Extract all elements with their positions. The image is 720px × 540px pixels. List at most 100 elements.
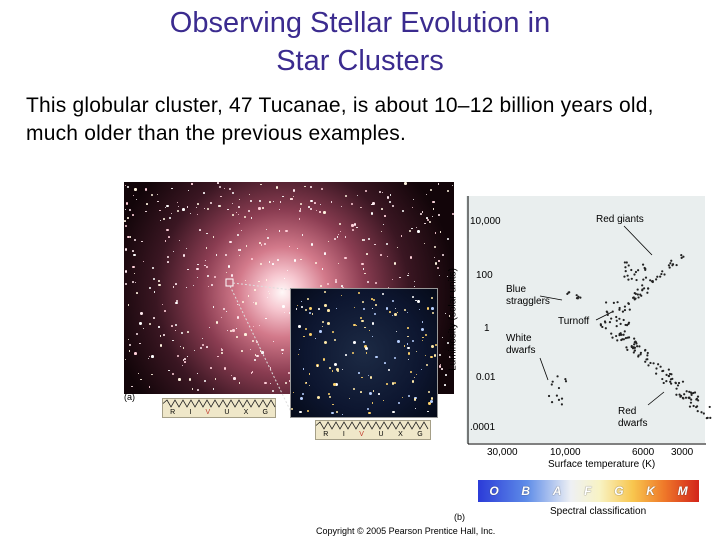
star-dot (166, 204, 169, 208)
star-dot (186, 247, 188, 249)
star-dot (421, 327, 425, 331)
title-line-1: Observing Stellar Evolution in (169, 7, 551, 39)
star-dot (363, 344, 367, 348)
hr-star-point (679, 395, 682, 398)
star-dot (299, 202, 302, 205)
star-dot (124, 184, 126, 187)
star-dot (174, 324, 177, 327)
hr-star-point (626, 274, 629, 277)
star-dot (322, 325, 324, 328)
star-dot (131, 385, 133, 388)
star-dot (334, 280, 338, 284)
hr-star-point (610, 317, 613, 320)
hr-star-point (646, 358, 649, 361)
star-dot (371, 402, 374, 404)
star-dot (124, 220, 127, 223)
star-dot (310, 199, 313, 203)
star-dot (304, 308, 308, 312)
star-dot (238, 198, 241, 201)
star-dot (305, 381, 308, 384)
x-tick-30000: 30,000 (487, 447, 518, 458)
star-dot (425, 364, 428, 367)
star-dot (410, 370, 413, 373)
star-dot (332, 403, 334, 405)
star-dot (293, 259, 297, 262)
star-dot (379, 191, 382, 194)
star-dot (178, 378, 181, 381)
hr-star-point (625, 346, 628, 349)
star-dot (310, 208, 312, 210)
hr-star-point (634, 270, 638, 274)
star-dot (146, 203, 148, 206)
star-dot (384, 361, 387, 364)
star-dot (269, 293, 271, 295)
star-dot (297, 248, 299, 250)
star-dot (170, 187, 173, 190)
hr-star-point (680, 256, 683, 260)
hr-star-point (636, 293, 639, 296)
filter-letter: V (205, 409, 211, 416)
star-dot (262, 207, 265, 209)
filter-letter: I (342, 431, 345, 438)
star-dot (410, 227, 413, 230)
hr-star-point (708, 405, 711, 409)
star-dot (430, 397, 434, 400)
star-dot (433, 354, 436, 357)
star-dot (206, 232, 208, 235)
star-dot (153, 291, 156, 293)
leader-blue-stragglers (539, 295, 563, 301)
star-dot (427, 390, 431, 394)
hr-star-point (627, 264, 630, 267)
star-dot (375, 303, 378, 306)
star-dot (254, 288, 256, 291)
star-dot (425, 217, 428, 219)
hr-star-point (675, 393, 678, 396)
star-dot (304, 185, 306, 188)
star-dot (328, 366, 331, 369)
star-dot (434, 245, 437, 248)
star-dot (407, 272, 409, 274)
star-dot (260, 183, 262, 186)
body-paragraph: This globular cluster, 47 Tucanae, is ab… (26, 92, 706, 148)
label-white-dwarfs-line2: dwarfs (506, 345, 536, 356)
hr-star-point (618, 334, 621, 337)
star-dot (446, 341, 450, 344)
star-dot (177, 206, 179, 208)
star-dot (140, 312, 143, 315)
star-dot (434, 262, 438, 265)
star-dot (245, 244, 248, 247)
star-dot (413, 398, 417, 401)
star-dot (439, 364, 441, 366)
star-dot (392, 411, 395, 414)
star-dot (361, 376, 363, 379)
star-dot (239, 382, 241, 384)
hr-star-point (560, 397, 564, 400)
star-dot (210, 366, 212, 369)
filter-letter: R (170, 409, 176, 416)
star-dot (446, 237, 450, 241)
star-dot (406, 343, 409, 345)
star-dot (337, 262, 339, 264)
star-dot (361, 319, 364, 323)
star-dot (345, 194, 348, 197)
star-dot (442, 337, 444, 339)
star-dot (133, 194, 135, 197)
star-dot (171, 212, 173, 214)
star-dot (433, 256, 436, 259)
hr-star-point (688, 405, 692, 408)
star-dot (242, 300, 245, 303)
hr-star-point (643, 287, 646, 290)
star-dot (225, 311, 227, 313)
star-dot (421, 321, 424, 323)
hr-star-point (636, 345, 639, 348)
star-dot (365, 352, 368, 354)
star-dot (186, 206, 189, 208)
hr-star-point (627, 322, 630, 326)
star-dot (245, 280, 246, 281)
star-dot (395, 331, 397, 333)
star-dot (204, 207, 206, 209)
star-dot (151, 355, 154, 358)
hr-star-point (688, 390, 691, 393)
hr-star-point (697, 399, 700, 402)
